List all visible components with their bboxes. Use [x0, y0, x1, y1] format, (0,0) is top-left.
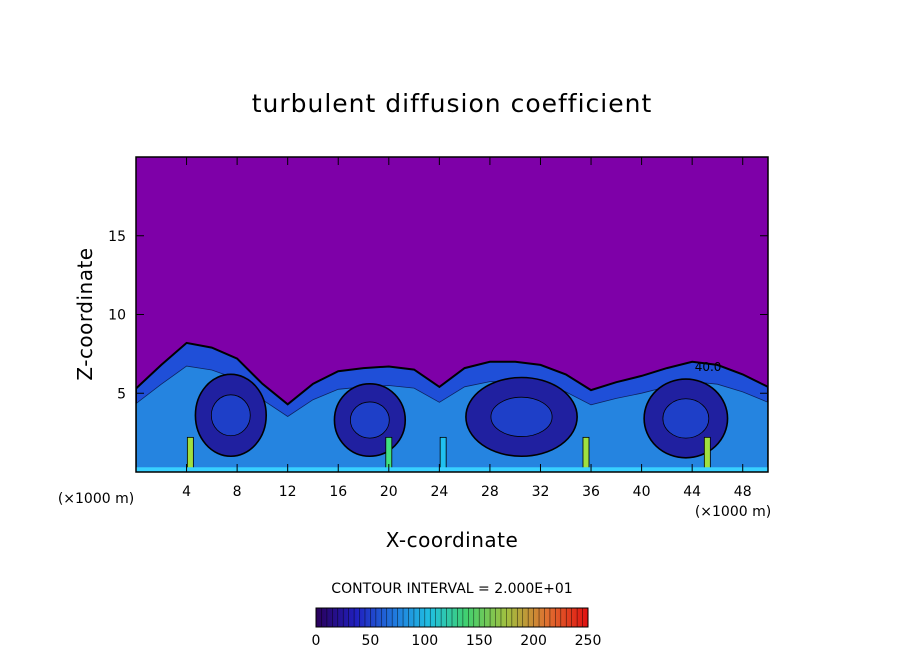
colorbar-tick-label: 250	[575, 633, 602, 649]
plume-mark	[385, 436, 393, 472]
plume-mark	[703, 436, 711, 472]
plume-mark	[186, 436, 194, 472]
x-tick-label: 48	[734, 484, 752, 500]
x-unit-right-label: (×1000 m)	[695, 504, 771, 520]
x-axis-ticks: 4 8 12 16 20 24 28 32 36 40 44 48	[182, 157, 752, 500]
x-tick-label: 32	[532, 484, 550, 500]
colorbar-frame	[315, 607, 589, 628]
x-tick-label: 40	[633, 484, 651, 500]
x-tick-label: 12	[279, 484, 297, 500]
plume-mark	[582, 436, 590, 472]
y-tick-label: 10	[108, 308, 126, 324]
x-tick-label: 16	[329, 484, 347, 500]
contour-value-label: 40.0	[695, 360, 722, 374]
diffusion-field: 40.0	[136, 341, 768, 472]
x-axis-title: X-coordinate	[386, 528, 519, 552]
colorbar-tick-label: 150	[466, 633, 493, 649]
x-unit-left-label: (×1000 m)	[58, 491, 134, 507]
colorbar-tick-label: 100	[411, 633, 438, 649]
y-axis-title: Z-coordinate	[73, 247, 97, 380]
colorbar-tick-label: 200	[520, 633, 547, 649]
y-axis-ticks: 5 10 15	[108, 229, 768, 402]
y-tick-label: 15	[108, 229, 126, 245]
x-tick-label: 36	[582, 484, 600, 500]
x-tick-label: 28	[481, 484, 499, 500]
x-tick-label: 8	[233, 484, 242, 500]
eddy-inner-contour	[490, 396, 553, 437]
x-tick-label: 4	[182, 484, 191, 500]
contour-interval-label: CONTOUR INTERVAL = 2.000E+01	[331, 581, 572, 597]
chart-title: turbulent diffusion coefficient	[252, 89, 653, 118]
colorbar: 0 50 100 150 200 250	[312, 607, 602, 649]
surface-layer	[136, 467, 768, 472]
colorbar-tick-label: 0	[312, 633, 321, 649]
x-tick-label: 20	[380, 484, 398, 500]
eddy-inner-contour	[210, 394, 251, 437]
y-tick-label: 5	[117, 386, 126, 402]
colorbar-tick-label: 50	[361, 633, 379, 649]
colorbar-stripes	[321, 608, 583, 627]
plume-mark	[439, 436, 447, 472]
eddy-inner-contour	[349, 401, 390, 439]
x-tick-label: 24	[430, 484, 448, 500]
x-tick-label: 44	[683, 484, 701, 500]
eddy-inner-contour	[662, 398, 710, 439]
colorbar-ticks: 0 50 100 150 200 250	[312, 633, 602, 649]
